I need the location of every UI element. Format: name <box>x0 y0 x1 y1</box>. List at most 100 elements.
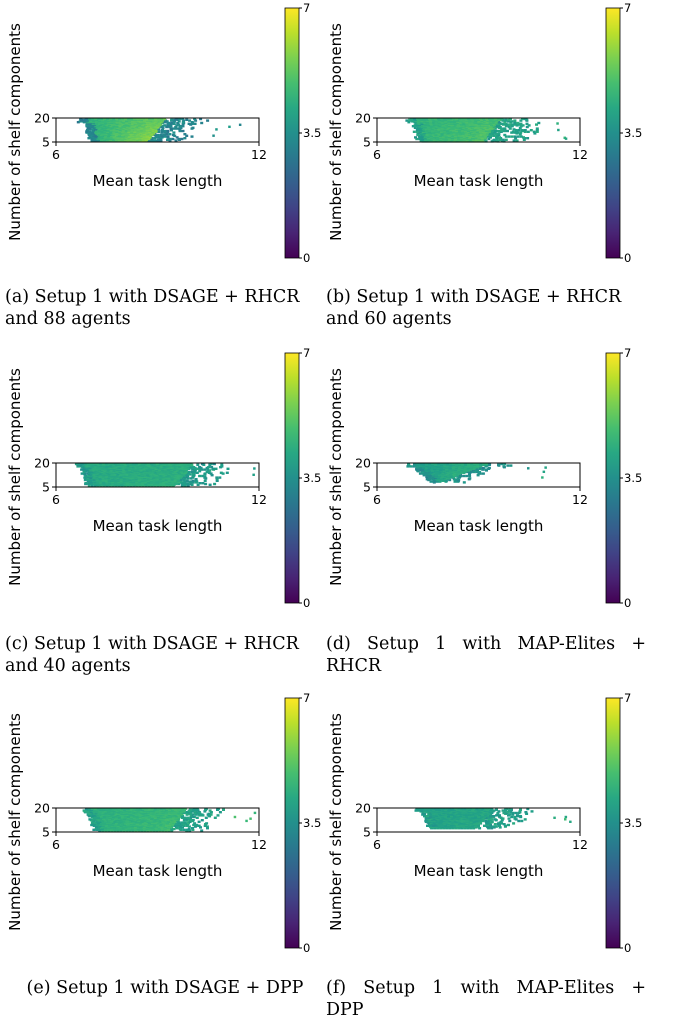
heatmap-cell <box>201 474 205 478</box>
heatmap-cell <box>509 464 513 467</box>
heatmap-cell <box>526 137 530 140</box>
heatmap-cell <box>83 462 87 466</box>
heatmap-cell <box>508 127 512 130</box>
heatmap-cell <box>83 476 87 479</box>
heatmap-cell <box>186 821 190 824</box>
heatmap-cell <box>195 471 199 474</box>
heatmap-cell <box>174 823 177 826</box>
heatmap-cell <box>535 130 539 133</box>
heatmap-cell <box>519 131 523 134</box>
heatmap-cell <box>492 138 496 141</box>
heatmap-cell <box>481 140 485 143</box>
heatmap-cell <box>168 807 172 811</box>
heatmap-cell <box>175 117 179 121</box>
heatmap-cell <box>89 481 93 484</box>
heatmap-cell <box>497 117 500 121</box>
heatmap-cell <box>203 810 207 813</box>
heatmap-cell <box>185 811 189 814</box>
colorbar-tick-label: 7 <box>624 691 631 705</box>
heatmap-cell <box>90 821 94 824</box>
y-tick-label: 5 <box>363 825 371 840</box>
heatmap-cell <box>157 135 161 138</box>
heatmap-cell <box>187 470 191 474</box>
caption-line: (f) Setup 1 with MAP-Elites + <box>326 978 646 998</box>
heatmap-cell <box>83 472 87 475</box>
heatmap-cell <box>511 130 515 133</box>
heatmap-cell <box>131 462 135 466</box>
heatmap-cell <box>518 810 522 813</box>
heatmap-cell <box>478 827 482 830</box>
colorbar-tick-label: 7 <box>303 1 310 15</box>
heatmap-cell <box>478 807 482 811</box>
caption-line: and 88 agents <box>5 309 131 329</box>
heatmap-cell <box>203 824 207 827</box>
heatmap-cell <box>212 462 216 466</box>
heatmap-cell <box>216 807 220 811</box>
heatmap-cell <box>520 129 524 132</box>
heatmap-cell <box>484 468 488 471</box>
heatmap-cell <box>481 472 485 475</box>
y-tick-label: 5 <box>363 135 371 150</box>
heatmap-cell <box>464 462 468 466</box>
heatmap-cell <box>170 118 174 121</box>
heatmap-cell <box>216 814 220 817</box>
heatmap-cell <box>118 117 122 121</box>
heatmap-cell <box>180 821 184 824</box>
heatmap-cell <box>533 132 537 135</box>
heatmap-cell <box>475 807 479 811</box>
heatmap-cell <box>493 823 497 826</box>
heatmap-cell <box>97 117 101 121</box>
heatmap-cell <box>494 129 497 133</box>
heatmap-cell <box>114 807 118 811</box>
heatmap-cell <box>91 815 95 818</box>
heatmap-cell <box>465 474 469 478</box>
heatmap-cell <box>467 117 470 121</box>
heatmap-cell <box>181 826 184 829</box>
colorbar-tick-label: 7 <box>624 1 631 15</box>
heatmap-cell <box>193 811 197 815</box>
heatmap-cell <box>196 467 200 470</box>
heatmap-cell <box>99 807 103 811</box>
heatmap-cell <box>492 134 496 137</box>
heatmap-cell <box>522 138 526 141</box>
heatmap-cell <box>563 136 566 139</box>
heatmap-cell <box>122 462 126 466</box>
heatmap-cell <box>155 462 159 466</box>
heatmap-cell <box>157 128 161 131</box>
heatmap-cell <box>163 129 167 133</box>
heatmap-cell <box>208 483 212 486</box>
caption-line: DPP <box>326 1000 364 1020</box>
heatmap-cell <box>84 807 88 811</box>
heatmap-cell <box>492 131 496 134</box>
heatmap-cell <box>523 129 527 132</box>
heatmap-cell <box>503 121 507 124</box>
heatmap-cell <box>507 823 510 827</box>
heatmap-cell <box>138 807 142 811</box>
heatmap-cell <box>95 827 98 830</box>
heatmap-cell <box>519 815 522 818</box>
heatmap-cell <box>416 117 419 121</box>
heatmap-cell <box>187 827 191 831</box>
heatmap-cell <box>206 468 210 471</box>
heatmap-cell <box>211 467 215 470</box>
heatmap-cell <box>192 815 196 819</box>
heatmap-cell <box>489 814 492 817</box>
heatmap-cell <box>124 117 128 121</box>
heatmap-cell <box>424 816 428 819</box>
heatmap-cell <box>179 481 183 484</box>
heatmap-cell <box>416 462 420 466</box>
y-tick-label: 5 <box>363 480 371 495</box>
heatmap-cell <box>510 131 514 134</box>
heatmap-cell <box>174 125 178 129</box>
heatmap-cell <box>206 119 210 122</box>
heatmap-cell <box>185 828 189 831</box>
heatmap-cell <box>173 462 177 466</box>
heatmap-cell <box>117 807 121 811</box>
heatmap-cell <box>190 470 194 474</box>
heatmap-cell <box>407 462 411 466</box>
caption-e: (e) Setup 1 with DSAGE + DPP <box>5 977 330 999</box>
heatmap-cell <box>102 807 106 811</box>
heatmap-cell <box>501 817 505 820</box>
heatmap-cell <box>415 807 419 811</box>
colorbar-tick-label: 3.5 <box>624 126 642 140</box>
